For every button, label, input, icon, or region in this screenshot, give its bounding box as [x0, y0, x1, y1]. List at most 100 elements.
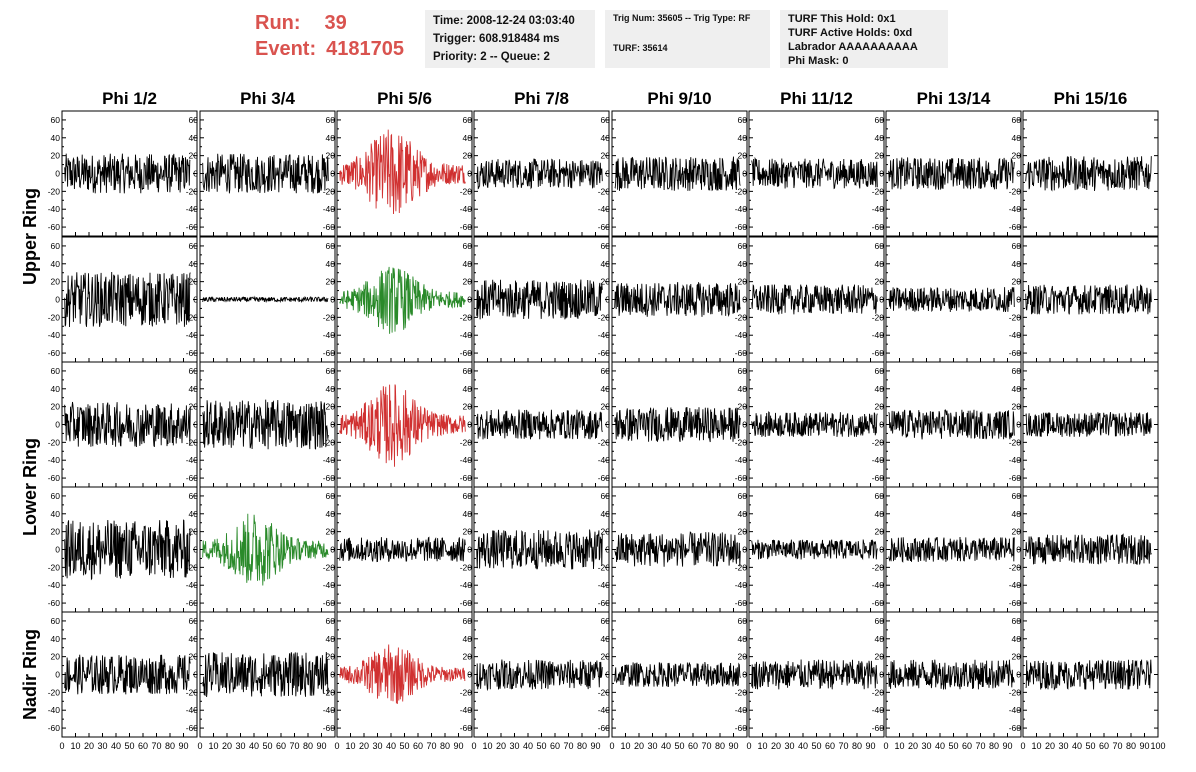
y-tick-label: 60: [1012, 115, 1022, 125]
waveform-trace: [477, 280, 603, 320]
y-tick-label: 0: [879, 295, 884, 305]
waveform-trace: [752, 660, 878, 690]
y-tick-label: 0: [193, 420, 198, 430]
y-tick-label: 60: [738, 115, 748, 125]
y-tick-label: -40: [323, 705, 336, 715]
waveform-trace: [65, 154, 191, 194]
y-tick-label: 40: [51, 133, 61, 143]
y-tick-label: 60: [1012, 241, 1022, 251]
y-tick-label: -60: [48, 348, 61, 358]
waveform-trace: [752, 285, 878, 315]
x-tick-label: 50: [124, 741, 134, 751]
x-tick-label: 0: [59, 741, 64, 751]
x-tick-label: 20: [359, 741, 369, 751]
y-tick-label: 20: [189, 151, 199, 161]
y-tick-label: -40: [48, 330, 61, 340]
x-tick-label: 50: [811, 741, 821, 751]
y-tick-label: -40: [460, 204, 473, 214]
column-header: Phi 9/10: [647, 89, 711, 108]
y-tick-label: -60: [186, 222, 199, 232]
y-tick-label: 20: [601, 402, 611, 412]
y-tick-label: -40: [872, 455, 885, 465]
x-tick-label: 30: [921, 741, 931, 751]
x-tick-label: 60: [276, 741, 286, 751]
x-tick-label: 100: [1150, 741, 1165, 751]
y-tick-label: -60: [48, 723, 61, 733]
y-tick-label: 60: [51, 366, 61, 376]
y-tick-label: 20: [601, 652, 611, 662]
x-tick-label: 60: [825, 741, 835, 751]
y-tick-label: 40: [463, 259, 473, 269]
x-tick-label: 70: [289, 741, 299, 751]
y-tick-label: -20: [186, 312, 199, 322]
y-tick-label: -20: [872, 437, 885, 447]
y-tick-label: 60: [875, 366, 885, 376]
y-tick-label: 40: [326, 509, 336, 519]
y-tick-label: 40: [1012, 384, 1022, 394]
y-tick-label: -40: [598, 330, 611, 340]
y-tick-label: 0: [742, 169, 747, 179]
y-tick-label: 60: [463, 241, 473, 251]
x-tick-label: 60: [688, 741, 698, 751]
y-tick-label: 0: [605, 169, 610, 179]
y-tick-label: 40: [601, 133, 611, 143]
y-tick-label: 0: [742, 670, 747, 680]
y-tick-label: 0: [1016, 169, 1021, 179]
x-tick-label: 90: [453, 741, 463, 751]
waveform-trace: [203, 400, 329, 450]
y-tick-label: -40: [598, 705, 611, 715]
x-tick-label: 20: [1045, 741, 1055, 751]
x-tick-label: 60: [413, 741, 423, 751]
y-tick-label: -20: [1009, 312, 1022, 322]
y-tick-label: -40: [186, 455, 199, 465]
y-tick-label: -60: [186, 723, 199, 733]
y-tick-label: 20: [1012, 652, 1022, 662]
y-tick-label: 20: [189, 402, 199, 412]
y-tick-label: -60: [48, 598, 61, 608]
waveform-trace: [65, 520, 191, 579]
waveform-trace: [889, 410, 1015, 440]
x-tick-label: 10: [482, 741, 492, 751]
y-tick-label: -60: [1009, 222, 1022, 232]
y-tick-label: 0: [55, 420, 60, 430]
y-tick-label: -40: [872, 330, 885, 340]
y-tick-label: 0: [467, 420, 472, 430]
y-tick-label: 20: [875, 277, 885, 287]
waveform-trace: [1026, 285, 1152, 315]
y-tick-label: 40: [1012, 509, 1022, 519]
waveform-trace: [65, 655, 191, 695]
y-tick-label: 40: [326, 259, 336, 269]
x-tick-label: 90: [590, 741, 600, 751]
x-tick-label: 40: [661, 741, 671, 751]
y-tick-label: 20: [51, 652, 61, 662]
x-tick-label: 20: [908, 741, 918, 751]
x-tick-label: 20: [771, 741, 781, 751]
y-tick-label: 40: [189, 259, 199, 269]
y-tick-label: 0: [1016, 670, 1021, 680]
y-tick-label: -20: [872, 562, 885, 572]
waveform-trace: [752, 159, 878, 189]
y-tick-label: -60: [1009, 598, 1022, 608]
y-tick-label: 60: [189, 491, 199, 501]
y-tick-label: 0: [879, 545, 884, 555]
y-tick-label: 40: [1012, 259, 1022, 269]
y-tick-label: -60: [735, 598, 748, 608]
y-tick-label: -20: [186, 437, 199, 447]
x-tick-label: 70: [426, 741, 436, 751]
x-tick-label: 80: [852, 741, 862, 751]
y-tick-label: 40: [738, 384, 748, 394]
x-tick-label: 10: [620, 741, 630, 751]
y-tick-label: 0: [605, 420, 610, 430]
y-tick-label: 0: [55, 169, 60, 179]
y-tick-label: 60: [601, 366, 611, 376]
x-tick-label: 20: [84, 741, 94, 751]
y-tick-label: 0: [605, 670, 610, 680]
x-tick-label: 60: [1099, 741, 1109, 751]
waveform-trace: [477, 159, 603, 189]
y-tick-label: -20: [1009, 437, 1022, 447]
y-tick-label: 60: [601, 491, 611, 501]
y-tick-label: 0: [55, 545, 60, 555]
y-tick-label: -60: [460, 723, 473, 733]
x-tick-label: 50: [262, 741, 272, 751]
y-tick-label: -20: [1009, 687, 1022, 697]
